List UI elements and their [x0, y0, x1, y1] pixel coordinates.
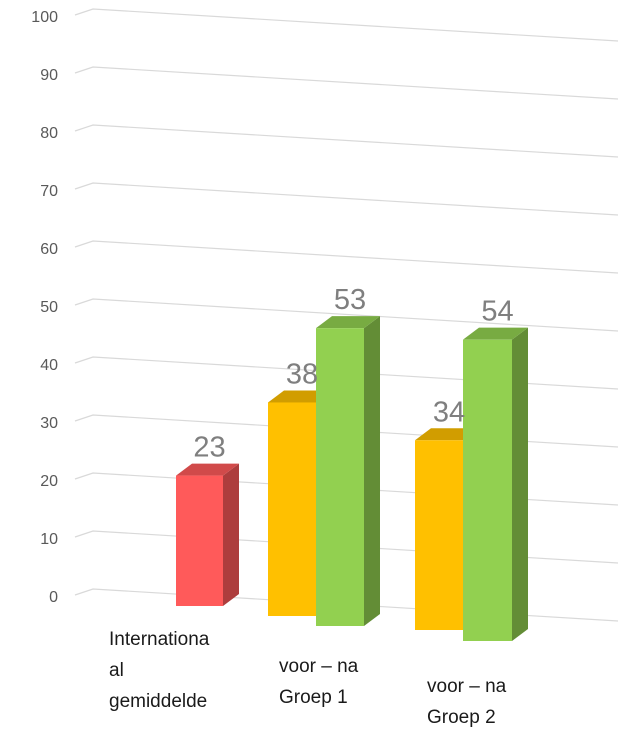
- bar-side: [364, 316, 380, 626]
- bar-front: [176, 475, 223, 606]
- y-tick-label: 0: [49, 589, 58, 606]
- y-tick-label: 10: [40, 531, 58, 548]
- bar-top: [176, 463, 239, 476]
- bar-top: [463, 327, 528, 340]
- category-label: voor – na Groep 2: [427, 676, 507, 728]
- bars: [176, 316, 528, 641]
- bar: [316, 316, 380, 626]
- bar-side: [223, 463, 239, 606]
- y-tick-label: 80: [40, 125, 58, 142]
- gridline: [74, 66, 619, 100]
- y-tick-label: 100: [31, 9, 58, 26]
- bar: [463, 327, 528, 641]
- y-tick-label: 90: [40, 67, 58, 84]
- y-tick-label: 20: [40, 473, 58, 490]
- data-label: 54: [481, 296, 513, 328]
- bar-front: [268, 402, 316, 616]
- gridline: [74, 8, 619, 42]
- y-tick-label: 70: [40, 183, 58, 200]
- bar-front: [415, 440, 463, 630]
- gridline: [74, 298, 619, 332]
- data-label: 53: [334, 284, 366, 316]
- gridlines: [74, 8, 619, 622]
- y-axis-ticks: 0 10 20 30 40 50 60 70 80 90 100: [31, 9, 58, 606]
- y-tick-label: 40: [40, 357, 58, 374]
- gridline: [74, 182, 619, 216]
- category-label: voor – na Groep 1: [279, 656, 359, 708]
- bar-front: [463, 339, 512, 641]
- data-labels: 23 38 53 34 54: [193, 284, 513, 463]
- gridline: [74, 240, 619, 274]
- category-labels: Internationa al gemiddelde voor – na Groep 1…: [109, 629, 507, 728]
- category-label: Internationa al gemiddelde: [109, 629, 210, 712]
- y-tick-label: 50: [40, 299, 58, 316]
- y-tick-label: 30: [40, 415, 58, 432]
- gridline: [74, 356, 619, 390]
- data-label: 23: [193, 432, 225, 464]
- y-tick-label: 60: [40, 241, 58, 258]
- bar-front: [316, 328, 364, 626]
- bar: [176, 463, 239, 606]
- gridline: [74, 124, 619, 158]
- data-label: 38: [286, 358, 318, 390]
- bar-top: [316, 316, 380, 329]
- bar-side: [512, 327, 528, 641]
- data-label: 34: [433, 396, 465, 428]
